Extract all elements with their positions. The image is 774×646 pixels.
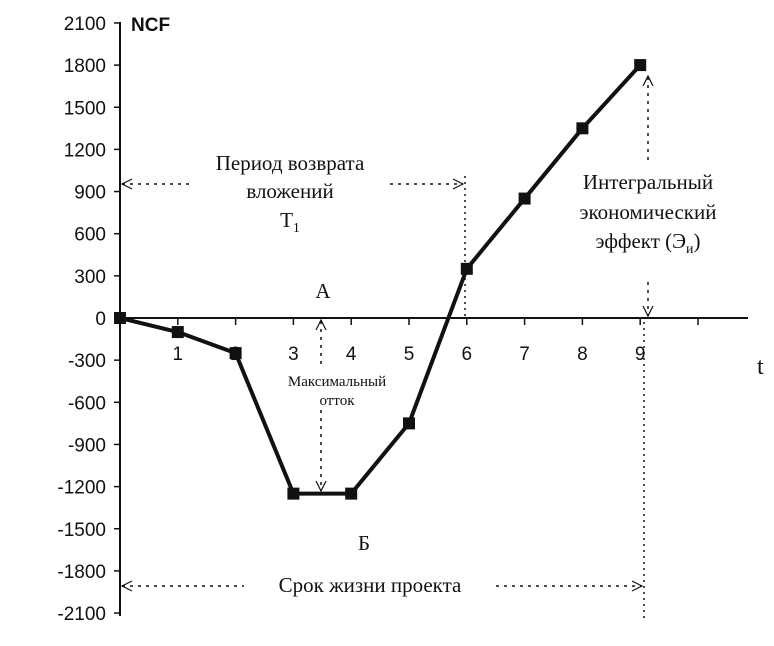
data-point-marker: [229, 347, 242, 360]
payback-symbol: T1: [280, 208, 300, 236]
x-tick-label: 6: [462, 344, 473, 365]
y-tick-label: -1200: [57, 478, 106, 499]
data-point-marker: [171, 326, 184, 339]
integral-label-line3: эффект (Эи): [595, 229, 700, 257]
integral-label-close: ): [694, 229, 701, 253]
y-tick-label: 2100: [64, 14, 106, 35]
y-tick-label: -1800: [57, 562, 106, 583]
payback-symbol-subscript: 1: [293, 221, 300, 236]
x-tick-label: 4: [346, 344, 357, 365]
y-tick-label: 0: [95, 309, 106, 330]
x-tick-label: 7: [519, 344, 530, 365]
y-tick-label: -600: [68, 393, 106, 414]
y-tick-label: -300: [68, 351, 106, 372]
y-tick-label: 1500: [64, 98, 106, 119]
y-tick-label: 1200: [64, 140, 106, 161]
integral-label-subscript: и: [686, 242, 694, 257]
x-tick-label: 5: [404, 344, 415, 365]
lifetime-label: Срок жизни проекта: [279, 573, 462, 597]
data-point-marker: [287, 487, 300, 500]
x-axis-title: t: [757, 354, 764, 380]
integral-label-line1: Интегральный: [583, 170, 713, 194]
y-tick-label: 600: [74, 225, 106, 246]
x-tick-label: 8: [577, 344, 588, 365]
integral-label-line2: экономический: [580, 200, 717, 224]
data-point-marker: [576, 122, 589, 135]
ncf-series-line: [119, 63, 642, 496]
x-tick-label: 9: [635, 344, 646, 365]
data-point-marker: [460, 262, 473, 275]
payback-label-line2: вложений: [246, 179, 333, 203]
data-point-marker: [345, 487, 358, 500]
data-point-marker: [403, 417, 415, 430]
ncf-series-markers: [114, 59, 647, 500]
max-outflow-label-line2: отток: [319, 393, 355, 409]
integral-label-text: эффект (Э: [595, 229, 686, 253]
y-axis-title: NCF: [131, 15, 170, 36]
payback-symbol-letter: T: [280, 208, 293, 232]
y-tick-label: -2100: [57, 604, 106, 625]
x-tick-label: 3: [288, 344, 299, 365]
y-ticks: 2100 1800 1500 1200 900 600 300 0 -300 -600 -900 -1…: [57, 14, 120, 625]
max-outflow-label-line1: Максимальный: [288, 374, 386, 390]
y-tick-label: -900: [68, 435, 106, 456]
data-point-marker: [634, 59, 647, 72]
y-tick-label: 900: [74, 183, 106, 204]
y-tick-label: 1800: [64, 56, 106, 77]
data-point-marker: [114, 312, 126, 324]
y-tick-label: 300: [74, 267, 106, 288]
y-tick-label: -1500: [57, 520, 106, 541]
point-a-label: А: [315, 279, 331, 303]
payback-label-line1: Период возврата: [216, 151, 365, 175]
x-tick-label: 1: [173, 344, 184, 365]
data-point-marker: [518, 192, 531, 205]
point-b-label: Б: [358, 531, 370, 555]
